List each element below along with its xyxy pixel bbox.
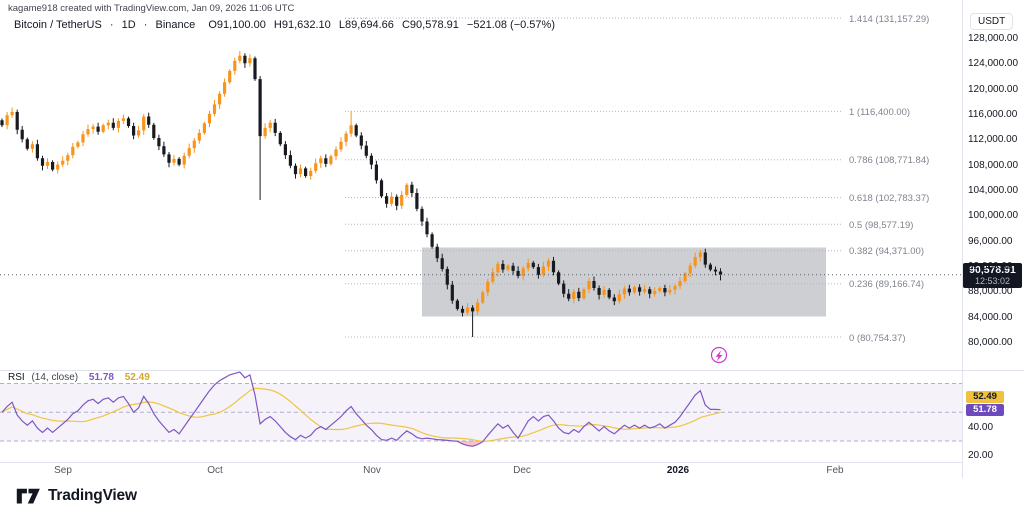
- bar-countdown: 12:53:02: [974, 276, 1011, 287]
- change-value: −521.08 (−0.57%): [466, 19, 555, 31]
- last-price-badge: 90,578.91 12:53:02: [963, 263, 1022, 289]
- separator-dot: ·: [109, 19, 114, 31]
- lightning-bolt-glyph: [715, 350, 723, 362]
- separator-dot: ·: [143, 19, 148, 31]
- price-tick-label: 116,000.00: [968, 108, 1018, 120]
- attribution-text: kagame918 created with TradingView.com, …: [8, 3, 295, 14]
- fib-level-label: 1.414 (131,157.29): [849, 13, 930, 25]
- rsi-value-badge: 51.78: [966, 403, 1004, 416]
- price-tick-label: 124,000.00: [968, 58, 1019, 70]
- time-axis-label: Sep: [54, 465, 72, 476]
- chart-canvas[interactable]: [0, 0, 1024, 478]
- price-tick-label: 108,000.00: [968, 159, 1019, 171]
- rsi-axis-label: 20.00: [968, 450, 994, 462]
- high-value: 91,632.10: [281, 19, 331, 31]
- time-axis-label: Feb: [826, 465, 844, 476]
- interval-label[interactable]: 1D: [121, 19, 136, 31]
- rsi-band-fill: [0, 383, 962, 441]
- fib-level-label: 1 (116,400.00): [849, 106, 911, 118]
- price-tick-label: 84,000.00: [968, 311, 1013, 323]
- time-axis-label: Dec: [513, 465, 531, 476]
- price-tick-label: 104,000.00: [968, 184, 1019, 196]
- rsi-ma-badge: 52.49: [966, 391, 1004, 404]
- close-value: 90,578.91: [409, 19, 459, 31]
- high-label: H: [273, 19, 282, 31]
- price-tick-label: 120,000.00: [968, 83, 1019, 95]
- exchange-label: Binance: [155, 19, 196, 31]
- tradingview-logo[interactable]: TradingView: [16, 485, 137, 507]
- tradingview-logo-icon: [16, 488, 40, 504]
- price-tick-label: 80,000.00: [968, 336, 1013, 348]
- close-label: C: [401, 19, 410, 31]
- fib-level-label: 0.618 (102,783.37): [849, 193, 930, 205]
- fib-level-label: 0.786 (108,771.84): [849, 155, 930, 167]
- fib-level-label: 0.236 (89,166.74): [849, 279, 925, 291]
- time-axis-label: Nov: [363, 465, 381, 476]
- price-tick-label: 88,000.00: [968, 286, 1013, 298]
- symbol-name[interactable]: Bitcoin / TetherUS: [14, 19, 102, 31]
- open-value: 91,100.00: [216, 19, 266, 31]
- more-menu-icon[interactable]: ······: [344, 13, 368, 23]
- price-tick-label: 100,000.00: [968, 210, 1019, 222]
- rsi-value-text: 51.78: [88, 372, 114, 383]
- last-price-value: 90,578.91: [969, 264, 1016, 277]
- price-tick-label: 96,000.00: [968, 235, 1013, 247]
- price-tick-label: 128,000.00: [968, 33, 1019, 44]
- fib-level-label: 0.5 (98,577.19): [849, 219, 914, 231]
- rsi-params: (14, close): [31, 372, 79, 383]
- rsi-name: RSI: [8, 372, 25, 383]
- tradingview-logo-text: TradingView: [48, 487, 137, 504]
- rsi-line: [1, 371, 721, 447]
- time-axis-label: 2026: [666, 465, 690, 476]
- fib-level-label: 0 (80,754.37): [849, 332, 906, 344]
- rsi-ma-line: [1, 387, 721, 442]
- low-value: 89,694.66: [344, 19, 394, 31]
- price-tick-label: 112,000.00: [968, 134, 1018, 146]
- time-axis-label: Oct: [207, 465, 223, 476]
- currency-toggle-button[interactable]: USDT: [970, 13, 1014, 30]
- range-box-drawing[interactable]: [422, 247, 826, 317]
- rsi-axis-label: 40.00: [968, 421, 994, 433]
- price-tick-label: 92,000.00: [968, 260, 1013, 272]
- low-label: L: [338, 19, 345, 31]
- rsi-ma-value-text: 52.49: [124, 372, 150, 383]
- open-label: O: [208, 19, 217, 31]
- fib-level-label: 0.382 (94,371.00): [849, 246, 925, 258]
- rsi-indicator-title[interactable]: RSI (14, close) 51.78 52.49: [8, 372, 150, 383]
- symbol-ohlc-row[interactable]: Bitcoin / TetherUS · 1D · Binance O91,10…: [14, 19, 555, 31]
